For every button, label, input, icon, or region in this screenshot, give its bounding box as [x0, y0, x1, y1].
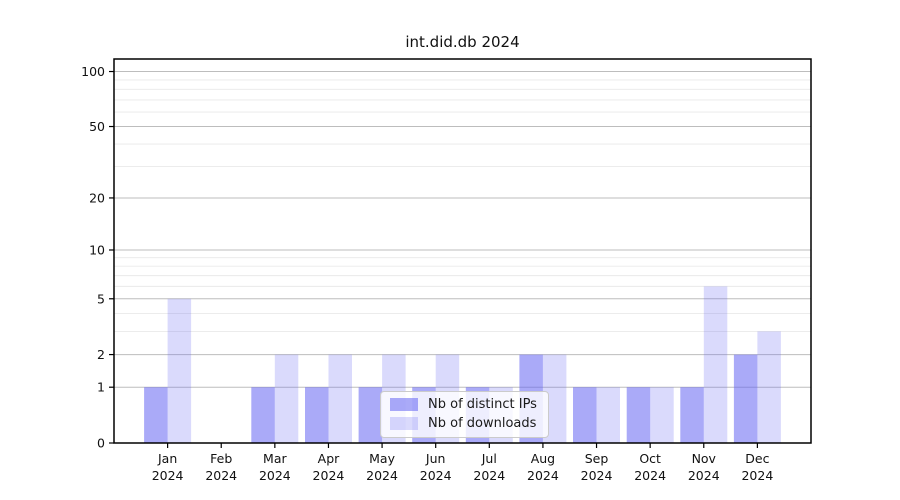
x-tick-label-month: Nov — [692, 451, 717, 466]
x-tick-label-month: Apr — [318, 451, 340, 466]
y-tick-label: 20 — [89, 190, 105, 205]
x-tick-label-year: 2024 — [205, 468, 237, 483]
x-tick-label-month: Sep — [585, 451, 609, 466]
x-tick-label-month: Feb — [210, 451, 232, 466]
legend-swatch-distinct-ips — [390, 398, 418, 411]
x-tick-label-year: 2024 — [527, 468, 559, 483]
x-tick-label-month: Aug — [531, 451, 555, 466]
y-tick-label: 100 — [81, 64, 105, 79]
x-tick-label-month: Jan — [157, 451, 177, 466]
bar-distinct-ips-Nov — [680, 387, 704, 443]
x-tick-label-year: 2024 — [152, 468, 184, 483]
x-tick-label-year: 2024 — [473, 468, 505, 483]
chart-title: int.did.db 2024 — [405, 33, 520, 51]
bar-downloads-Dec — [757, 331, 781, 443]
x-tick-label-year: 2024 — [688, 468, 720, 483]
x-tick-label-month: Jun — [425, 451, 446, 466]
legend: Nb of distinct IPs Nb of downloads — [380, 391, 549, 438]
y-tick-label: 1 — [97, 380, 105, 395]
x-tick-label-year: 2024 — [366, 468, 398, 483]
bar-downloads-Jan — [167, 298, 192, 443]
bar-distinct-ips-Mar — [251, 387, 275, 443]
bar-distinct-ips-Jan — [144, 387, 168, 443]
x-tick-label-year: 2024 — [313, 468, 345, 483]
y-tick-label: 50 — [89, 119, 105, 134]
x-tick-label-year: 2024 — [581, 468, 613, 483]
legend-label-downloads: Nb of downloads — [428, 416, 537, 431]
x-tick-label-month: Dec — [745, 451, 769, 466]
legend-item-downloads: Nb of downloads — [390, 417, 537, 430]
x-tick-label-month: Mar — [263, 451, 287, 466]
x-tick-label-year: 2024 — [634, 468, 666, 483]
bar-downloads-Mar — [274, 354, 299, 443]
x-tick-label-year: 2024 — [741, 468, 773, 483]
y-tick-label: 5 — [97, 291, 105, 306]
bar-downloads-Apr — [328, 354, 352, 443]
x-tick-label-month: Jul — [481, 451, 497, 466]
x-tick-label-month: Oct — [639, 451, 661, 466]
bar-distinct-ips-May — [358, 387, 383, 443]
plot-border — [113, 58, 812, 444]
legend-label-distinct-ips: Nb of distinct IPs — [428, 397, 537, 412]
bar-downloads-Nov — [703, 286, 728, 443]
y-tick-label: 10 — [89, 243, 105, 258]
bar-downloads-Oct — [650, 387, 674, 443]
x-tick-label-month: May — [369, 451, 395, 466]
bar-distinct-ips-Sep — [573, 387, 597, 443]
bar-downloads-Sep — [596, 387, 620, 443]
legend-swatch-downloads — [390, 417, 418, 430]
bar-distinct-ips-Dec — [733, 354, 758, 443]
y-tick-label: 0 — [97, 436, 105, 451]
x-tick-label-year: 2024 — [420, 468, 452, 483]
legend-item-distinct-ips: Nb of distinct IPs — [390, 398, 537, 411]
bar-distinct-ips-Oct — [626, 387, 651, 443]
bar-distinct-ips-Apr — [305, 387, 329, 443]
x-tick-label-year: 2024 — [259, 468, 291, 483]
y-tick-label: 2 — [97, 347, 105, 362]
